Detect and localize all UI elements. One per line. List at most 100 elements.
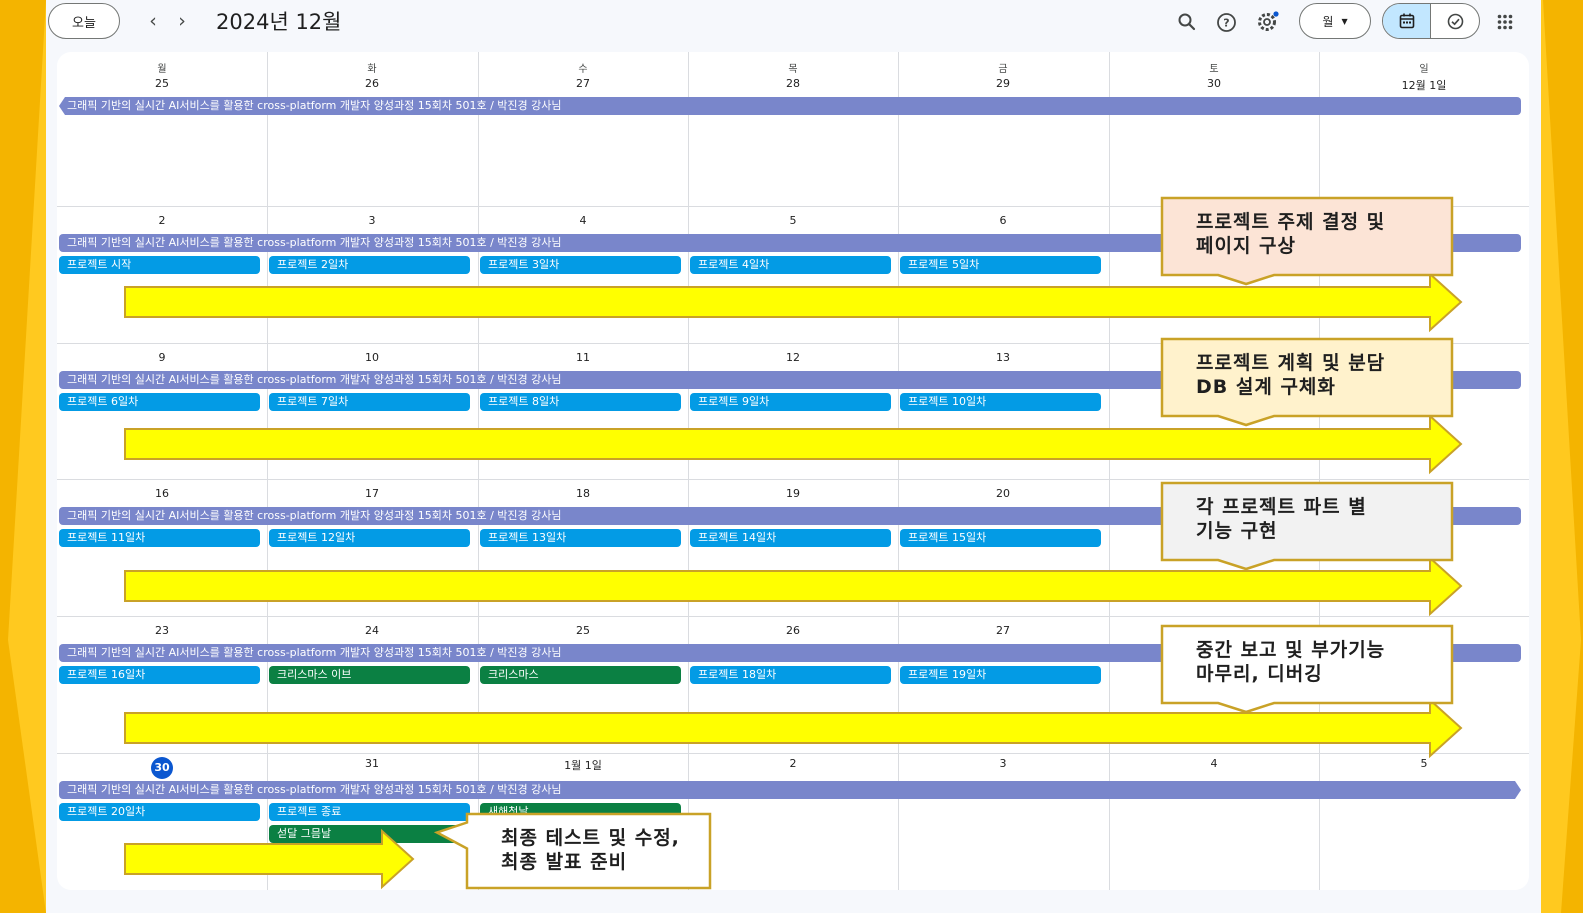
project-event-chip[interactable]: 프로젝트 16일차 [59,666,260,684]
day-number[interactable]: 2 [789,757,797,770]
day-number[interactable]: 31 [365,757,379,770]
project-event-chip[interactable]: 프로젝트 11일차 [59,529,260,547]
day-number[interactable]: 17 [365,487,379,500]
holiday-event-chip[interactable]: 섣달 그믐날 [269,825,470,843]
project-event-chip[interactable]: 프로젝트 18일차 [690,666,891,684]
settings-icon[interactable] [1255,9,1281,35]
project-event-chip[interactable]: 프로젝트 8일차 [480,393,681,411]
day-number[interactable]: 5 [1420,757,1428,770]
today-button[interactable]: 오늘 [48,3,120,39]
grid-column-divider [267,52,268,890]
today-date-badge[interactable]: 30 [151,757,173,779]
chevron-left-icon[interactable]: ‹ [149,10,157,32]
day-number[interactable]: 27 [576,77,590,90]
day-number[interactable]: 30 [1207,77,1221,90]
callout-text: 중간 보고 및 부가기능 마무리, 디버깅 [1196,639,1386,685]
course-event-bar[interactable]: 그래픽 기반의 실시간 AI서비스를 활용한 cross-platform 개발… [59,507,1521,525]
day-number[interactable]: 29 [996,77,1010,90]
day-number[interactable]: 26 [786,624,800,637]
day-number[interactable]: 5 [789,214,797,227]
project-event-chip[interactable]: 프로젝트 9일차 [690,393,891,411]
callout-box [1160,337,1454,427]
chevron-right-icon[interactable]: › [178,10,186,32]
weekday-label: 월 [157,64,167,75]
day-number[interactable]: 3 [999,757,1007,770]
course-event-bar[interactable]: 그래픽 기반의 실시간 AI서비스를 활용한 cross-platform 개발… [59,371,1521,389]
progress-arrow [124,555,1463,617]
day-number[interactable]: 4 [579,214,587,227]
day-number[interactable]: 20 [996,487,1010,500]
day-number[interactable]: 12월 1일 [1401,79,1447,92]
project-event-chip[interactable]: 프로젝트 3일차 [480,256,681,274]
weekday-label: 금 [998,64,1008,75]
project-event-chip[interactable]: 프로젝트 시작 [59,256,260,274]
day-number[interactable]: 27 [996,624,1010,637]
project-event-chip[interactable]: 프로젝트 종료 [269,803,470,821]
month-title: 2024년 12월 [216,10,342,34]
day-number[interactable]: 30 [57,757,267,779]
search-icon[interactable] [1174,9,1200,35]
holiday-event-chip[interactable]: 크리스마스 [480,666,681,684]
day-number[interactable]: 24 [365,624,379,637]
day-number[interactable]: 13 [996,351,1010,364]
day-number[interactable]: 11 [576,351,590,364]
progress-arrow [124,413,1463,475]
day-number[interactable]: 10 [365,351,379,364]
grid-column-divider [1109,52,1110,890]
course-event-bar[interactable]: 그래픽 기반의 실시간 AI서비스를 활용한 cross-platform 개발… [59,644,1521,662]
project-event-chip[interactable]: 프로젝트 15일차 [900,529,1101,547]
callout-text: 각 프로젝트 파트 별 기능 구현 [1196,496,1367,542]
project-event-chip[interactable]: 프로젝트 19일차 [900,666,1101,684]
day-number[interactable]: 28 [786,77,800,90]
day-number[interactable]: 9 [158,351,166,364]
day-number[interactable]: 4 [1210,757,1218,770]
course-event-bar[interactable]: 그래픽 기반의 실시간 AI서비스를 활용한 cross-platform 개발… [59,781,1521,799]
view-toggle [1382,3,1480,39]
project-event-chip[interactable]: 프로젝트 7일차 [269,393,470,411]
project-event-chip[interactable]: 프로젝트 2일차 [269,256,470,274]
progress-arrow [124,828,415,890]
project-event-chip[interactable]: 프로젝트 4일차 [690,256,891,274]
callout-box [433,812,712,890]
course-event-bar[interactable]: 그래픽 기반의 실시간 AI서비스를 활용한 cross-platform 개발… [59,97,1521,115]
svg-text:?: ? [1223,16,1229,29]
help-icon[interactable]: ? [1213,9,1239,35]
project-event-chip[interactable]: 프로젝트 14일차 [690,529,891,547]
calendar-toolbar: 오늘 ‹ › 2024년 12월 ? 월 ▼ [46,0,1541,46]
grid-row-divider [57,343,1529,344]
day-number[interactable]: 26 [365,77,379,90]
day-number[interactable]: 18 [576,487,590,500]
day-number[interactable]: 25 [576,624,590,637]
grid-column-divider [478,52,479,890]
project-event-chip[interactable]: 프로젝트 12일차 [269,529,470,547]
day-number[interactable]: 23 [155,624,169,637]
project-event-chip[interactable]: 프로젝트 10일차 [900,393,1101,411]
grid-column-divider [1319,52,1320,890]
day-number[interactable]: 1월 1일 [564,759,602,772]
course-event-bar[interactable]: 그래픽 기반의 실시간 AI서비스를 활용한 cross-platform 개발… [59,234,1521,252]
day-number[interactable]: 3 [368,214,376,227]
grid-column-divider [688,52,689,890]
callout-box [1160,481,1454,571]
holiday-event-chip[interactable]: 크리스마스 이브 [269,666,470,684]
project-event-chip[interactable]: 프로젝트 13일차 [480,529,681,547]
slide-frame-left-decoration [0,0,46,913]
slide-frame-right-decoration [1541,0,1583,913]
progress-arrow [124,697,1463,759]
day-number[interactable]: 12 [786,351,800,364]
view-select[interactable]: 월 ▼ [1299,3,1371,39]
project-event-chip[interactable]: 프로젝트 5일차 [900,256,1101,274]
day-number[interactable]: 19 [786,487,800,500]
month-grid: 월 화 수 목 금 토 일 25 26 27 28 29 30 12월 1일 그래픽 기반의 실시간 AI서… [57,52,1529,890]
day-number[interactable]: 6 [999,214,1007,227]
calendar-icon[interactable] [1383,4,1432,38]
tasks-check-icon[interactable] [1431,4,1479,38]
day-number[interactable]: 2 [158,214,166,227]
grid-row-divider [57,479,1529,480]
callout-text: 최종 테스트 및 수정, 최종 발표 준비 [501,827,680,873]
day-number[interactable]: 25 [155,77,169,90]
project-event-chip[interactable]: 프로젝트 6일차 [59,393,260,411]
day-number[interactable]: 16 [155,487,169,500]
apps-grid-icon[interactable] [1492,9,1518,35]
project-event-chip[interactable]: 프로젝트 20일차 [59,803,260,821]
